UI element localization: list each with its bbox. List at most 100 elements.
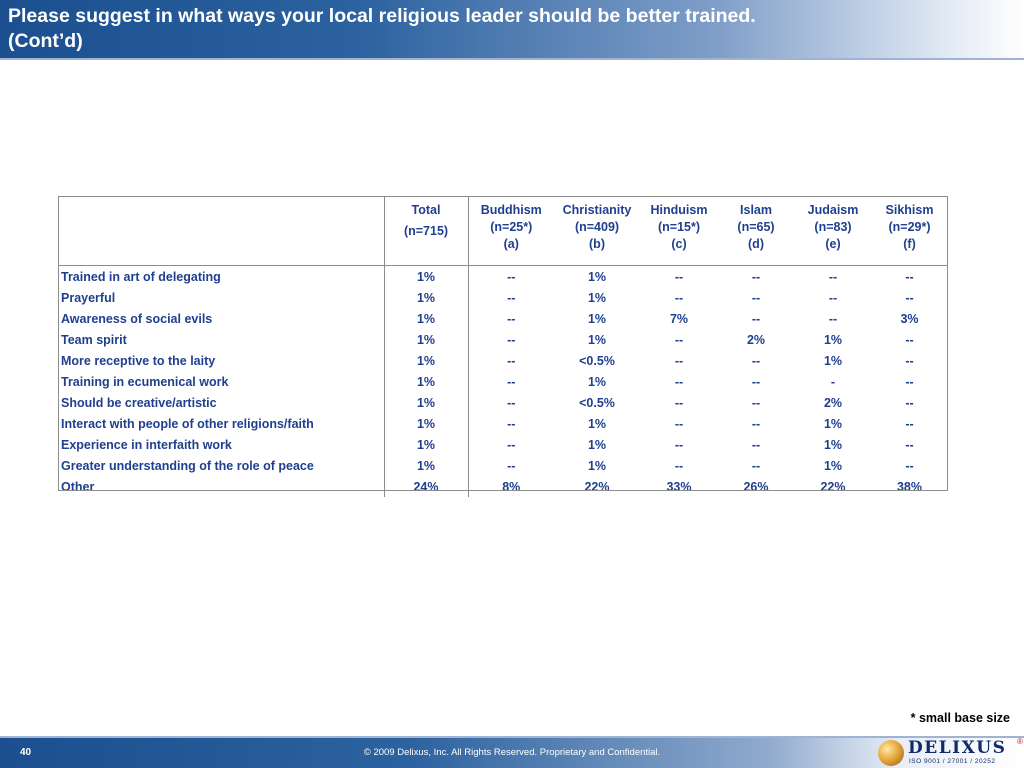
row-label: Should be creative/artistic bbox=[58, 392, 385, 413]
table-cell: -- bbox=[674, 332, 684, 347]
table-cell: 1% bbox=[587, 437, 607, 452]
column-base: (n=409) bbox=[574, 220, 620, 234]
table-cell: <0.5% bbox=[579, 395, 615, 410]
table-cell: 38% bbox=[896, 479, 923, 494]
table-cell: -- bbox=[905, 290, 914, 305]
column-base: (n=83) bbox=[814, 220, 852, 234]
table-cell: 3% bbox=[900, 311, 919, 326]
table-cell: 1% bbox=[823, 416, 843, 431]
table-cell: -- bbox=[674, 395, 684, 410]
row-label: Interact with people of other religions/… bbox=[58, 413, 385, 434]
table-cell: 1% bbox=[823, 332, 843, 347]
table-cell: 24% bbox=[384, 476, 469, 497]
table-cell: -- bbox=[905, 353, 914, 368]
table-cell: -- bbox=[751, 311, 761, 326]
table-cell: 2% bbox=[823, 395, 843, 410]
table-cell: - bbox=[830, 374, 836, 389]
column-header-christianity: Christianity (n=409) (b) bbox=[554, 196, 640, 266]
table-row: Training in ecumenical work 1% -- 1% -- -- - -- bbox=[58, 371, 947, 392]
table-cell: 1% bbox=[823, 437, 843, 452]
table-cell: -- bbox=[674, 353, 684, 368]
column-letter: (f) bbox=[903, 237, 916, 251]
results-table: Total (n=715) Buddhism (n=25*) (a) Chris… bbox=[58, 196, 947, 497]
column-base: (n=15*) bbox=[657, 220, 701, 234]
table-cell: 8% bbox=[502, 479, 521, 494]
table-cell: -- bbox=[751, 374, 761, 389]
table-cell: 1% bbox=[384, 392, 469, 413]
table-row: Greater understanding of the role of pea… bbox=[58, 455, 947, 476]
company-logo: DELIXUS ® ISO 9001 / 27001 / 20252 bbox=[876, 737, 1024, 768]
column-name: Hinduism bbox=[650, 203, 708, 217]
table-cell: -- bbox=[751, 416, 761, 431]
table-cell: -- bbox=[751, 437, 761, 452]
table-cell: -- bbox=[507, 290, 516, 305]
table-cell: 22% bbox=[820, 479, 846, 494]
column-name: Islam bbox=[740, 203, 772, 217]
table-body: Trained in art of delegating 1% -- 1% -- -- --… bbox=[58, 265, 947, 497]
footer-bar: 40 © 2009 Delixus, Inc. All Rights Reser… bbox=[0, 738, 1024, 768]
table-cell: 1% bbox=[384, 413, 469, 434]
table-row: Prayerful 1% -- 1% -- -- -- -- bbox=[58, 287, 947, 308]
table-cell: -- bbox=[905, 374, 914, 389]
table-cell: 1% bbox=[384, 434, 469, 455]
footnote: * small base size bbox=[910, 711, 1010, 725]
registered-mark: ® bbox=[1017, 737, 1023, 746]
table-cell: <0.5% bbox=[579, 353, 615, 368]
table-cell: -- bbox=[674, 290, 684, 305]
table-cell: 7% bbox=[669, 311, 689, 326]
column-letter: (a) bbox=[503, 237, 519, 251]
table-cell: -- bbox=[507, 395, 516, 410]
table-cell: 1% bbox=[587, 269, 607, 284]
row-label: Greater understanding of the role of pea… bbox=[58, 455, 385, 476]
footer-divider bbox=[0, 736, 1024, 738]
table-cell: -- bbox=[828, 290, 838, 305]
table-cell: -- bbox=[674, 458, 684, 473]
table-cell: -- bbox=[507, 416, 516, 431]
row-label: Trained in art of delegating bbox=[58, 265, 385, 287]
column-base: (n=25*) bbox=[490, 220, 533, 234]
table-cell: 1% bbox=[587, 416, 607, 431]
column-letter: (b) bbox=[589, 237, 605, 251]
table-cell: -- bbox=[507, 374, 516, 389]
column-base: (n=65) bbox=[737, 220, 775, 234]
column-name: Christianity bbox=[562, 203, 632, 217]
column-header-judaism: Judaism (n=83) (e) bbox=[794, 196, 872, 266]
table-cell: -- bbox=[905, 332, 914, 347]
table-cell: 1% bbox=[384, 350, 469, 371]
column-base: (n=715) bbox=[403, 224, 449, 238]
column-letter: (e) bbox=[825, 237, 841, 251]
table-cell: 33% bbox=[666, 479, 692, 494]
table-cell: 22% bbox=[584, 479, 610, 494]
row-label: Team spirit bbox=[58, 329, 385, 350]
column-header-buddhism: Buddhism (n=25*) (a) bbox=[468, 196, 554, 266]
table-cell: 1% bbox=[587, 332, 607, 347]
table-cell: -- bbox=[674, 269, 684, 284]
column-name: Sikhism bbox=[885, 203, 934, 217]
row-label: Prayerful bbox=[58, 287, 385, 308]
page-number: 40 bbox=[20, 747, 32, 758]
column-header-sikhism: Sikhism (n=29*) (f) bbox=[872, 196, 947, 266]
table-cell: -- bbox=[751, 353, 761, 368]
slide-title: Please suggest in what ways your local r… bbox=[8, 5, 756, 52]
table-cell: -- bbox=[751, 395, 761, 410]
table-cell: 1% bbox=[823, 353, 843, 368]
table-cell: 1% bbox=[384, 455, 469, 476]
table-header-row: Total (n=715) Buddhism (n=25*) (a) Chris… bbox=[58, 196, 947, 266]
table-cell: -- bbox=[674, 374, 684, 389]
table-cell: 1% bbox=[587, 374, 607, 389]
column-name: Buddhism bbox=[480, 203, 542, 217]
table-row: More receptive to the laity 1% -- <0.5% -- --… bbox=[58, 350, 947, 371]
title-divider bbox=[0, 58, 1024, 60]
table-cell: 1% bbox=[384, 329, 469, 350]
table-cell: 1% bbox=[384, 308, 469, 329]
table-cell: -- bbox=[674, 416, 684, 431]
row-label: Awareness of social evils bbox=[58, 308, 385, 329]
table-cell: -- bbox=[905, 269, 914, 284]
table-cell: -- bbox=[905, 395, 914, 410]
table-row: Awareness of social evils 1% -- 1% 7% -- -- 3% bbox=[58, 308, 947, 329]
table-cell: -- bbox=[828, 269, 838, 284]
row-label: More receptive to the laity bbox=[58, 350, 385, 371]
table-cell: -- bbox=[507, 458, 516, 473]
table-cell: -- bbox=[507, 353, 516, 368]
table-cell: -- bbox=[674, 437, 684, 452]
